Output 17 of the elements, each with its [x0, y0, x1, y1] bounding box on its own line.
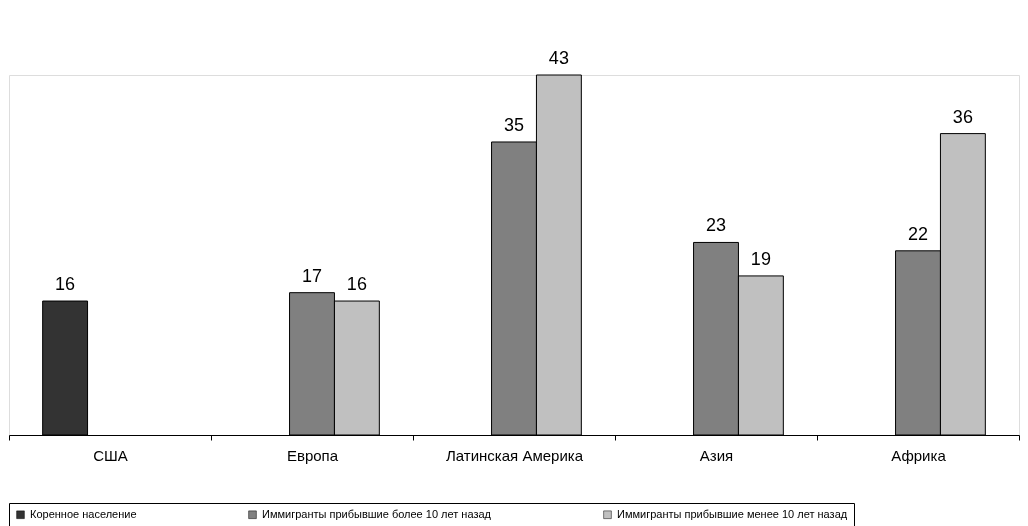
legend-label: Иммигранты прибывшие более 10 лет назад: [262, 507, 492, 520]
data-label: 35: [503, 114, 525, 135]
x-tick-label: Азия: [699, 446, 734, 464]
legend-label: Иммигранты прибывшие менее 10 лет назад: [617, 507, 848, 520]
data-label: 16: [346, 274, 367, 295]
data-label: 43: [548, 48, 569, 68]
legend-label: Коренное население: [30, 507, 137, 520]
data-label: 17: [301, 265, 323, 286]
x-tick-label: США: [93, 446, 128, 464]
x-tick-label: Африка: [891, 446, 947, 464]
x-tick-label: Европа: [286, 446, 339, 464]
data-label: 19: [750, 248, 771, 269]
data-label: 16: [55, 274, 76, 295]
data-label: 22: [907, 223, 929, 244]
data-label: 23: [705, 215, 727, 236]
x-tick-label: Латинская Америка: [445, 446, 584, 464]
data-label: 36: [952, 106, 973, 127]
